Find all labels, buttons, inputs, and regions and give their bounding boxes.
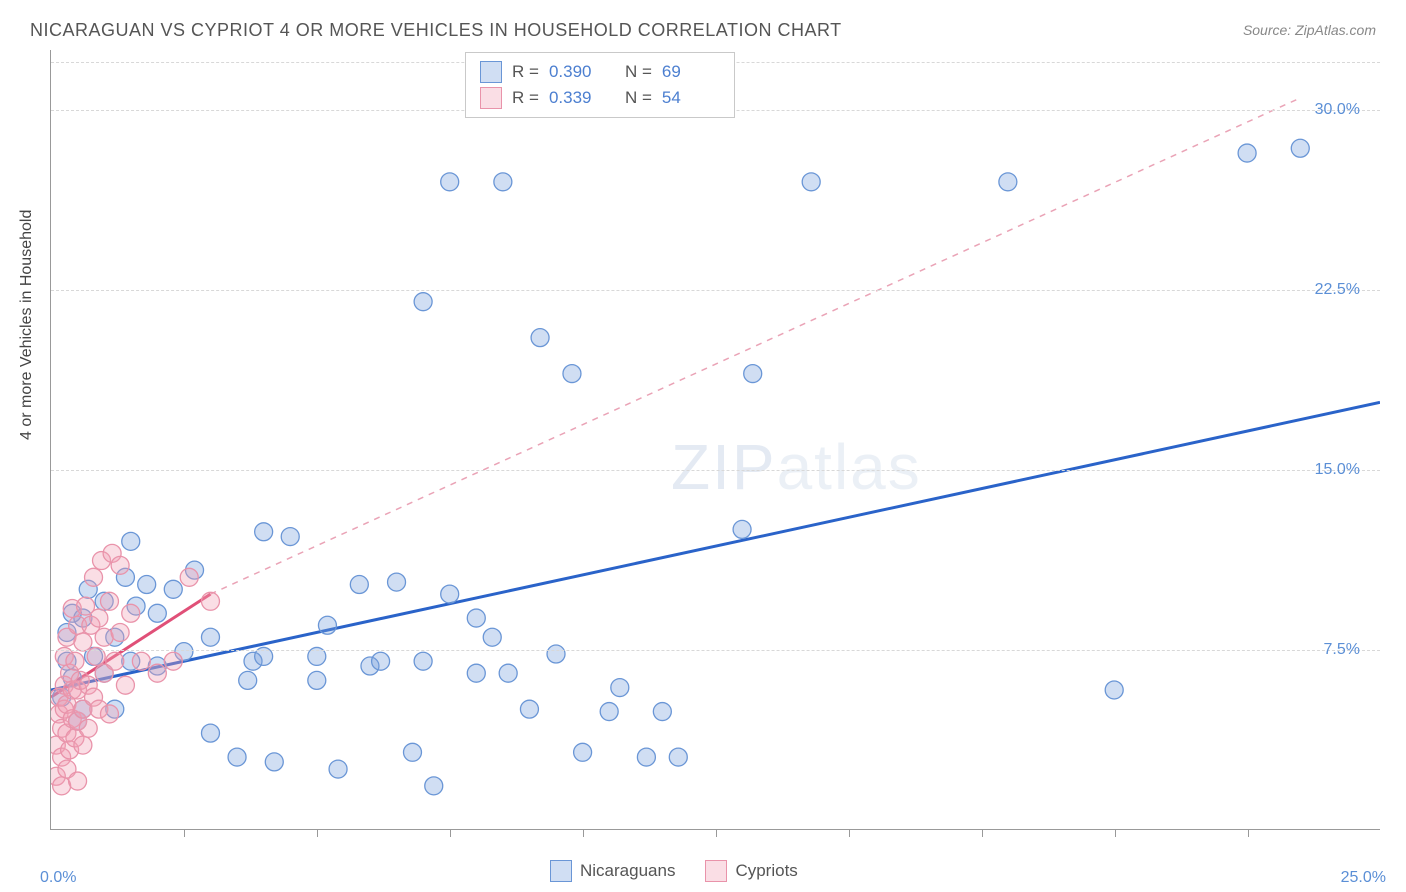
stat-row-blue: R = 0.390 N = 69 [480, 59, 720, 85]
y-tick-label: 7.5% [1324, 641, 1360, 659]
swatch-pink-icon [705, 860, 727, 882]
n-value-blue: 69 [662, 62, 720, 82]
gridline [51, 650, 1380, 651]
legend-label: Nicaraguans [580, 861, 675, 881]
stat-legend: R = 0.390 N = 69 R = 0.339 N = 54 [465, 52, 735, 118]
r-value-pink: 0.339 [549, 88, 607, 108]
swatch-pink-icon [480, 87, 502, 109]
stat-row-pink: R = 0.339 N = 54 [480, 85, 720, 111]
n-label: N = [625, 88, 652, 108]
x-tick [716, 829, 717, 837]
plot-area: ZIPatlas 7.5%15.0%22.5%30.0% [50, 50, 1380, 830]
legend-item-nicaraguans: Nicaraguans [550, 860, 675, 882]
r-label: R = [512, 88, 539, 108]
legend-label: Cypriots [735, 861, 797, 881]
chart-svg [51, 50, 1380, 829]
source-attribution: Source: ZipAtlas.com [1243, 22, 1376, 38]
n-value-pink: 54 [662, 88, 720, 108]
y-axis-label: 4 or more Vehicles in Household [18, 210, 36, 440]
x-tick [583, 829, 584, 837]
gridline [51, 290, 1380, 291]
x-start-label: 0.0% [40, 869, 76, 887]
swatch-blue-icon [550, 860, 572, 882]
x-tick [317, 829, 318, 837]
x-tick [982, 829, 983, 837]
x-tick [450, 829, 451, 837]
y-tick-label: 15.0% [1315, 461, 1360, 479]
chart-container: NICARAGUAN VS CYPRIOT 4 OR MORE VEHICLES… [0, 0, 1406, 892]
r-label: R = [512, 62, 539, 82]
n-label: N = [625, 62, 652, 82]
x-tick [1115, 829, 1116, 837]
r-value-blue: 0.390 [549, 62, 607, 82]
y-tick-label: 22.5% [1315, 281, 1360, 299]
x-end-label: 25.0% [1341, 869, 1386, 887]
x-tick [849, 829, 850, 837]
swatch-blue-icon [480, 61, 502, 83]
bottom-legend: Nicaraguans Cypriots [550, 860, 798, 882]
x-tick [184, 829, 185, 837]
legend-item-cypriots: Cypriots [705, 860, 797, 882]
y-tick-label: 30.0% [1315, 101, 1360, 119]
gridline [51, 470, 1380, 471]
chart-title: NICARAGUAN VS CYPRIOT 4 OR MORE VEHICLES… [30, 20, 842, 41]
x-tick [1248, 829, 1249, 837]
